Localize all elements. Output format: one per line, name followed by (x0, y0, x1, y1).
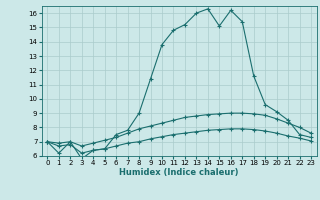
X-axis label: Humidex (Indice chaleur): Humidex (Indice chaleur) (119, 168, 239, 177)
